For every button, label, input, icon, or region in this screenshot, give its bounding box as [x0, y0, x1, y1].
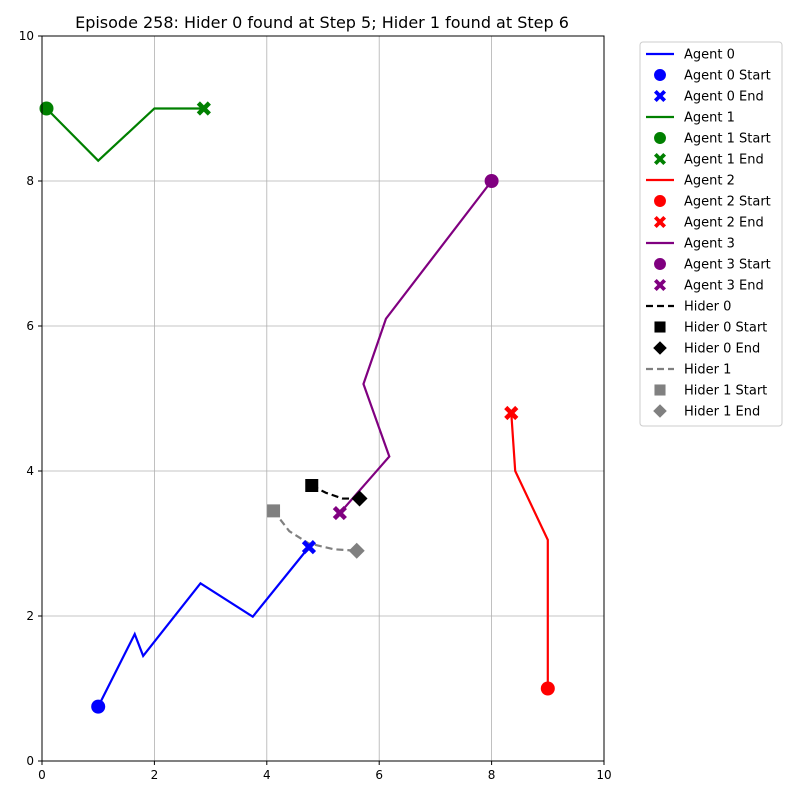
hider-1-end-marker — [348, 542, 365, 559]
agent-0-end-marker-stroke — [301, 540, 317, 555]
legend: Agent 0 Agent 0 Start Agent 0 End Agent 1 Ag… — [639, 41, 783, 427]
legend-entry: Agent 3 Start — [654, 258, 771, 273]
legend-entry: Hider 1 End — [653, 404, 760, 420]
legend-swatch-agent-3-end-stroke — [653, 278, 667, 292]
legend-swatch-agent-2-end-stroke — [653, 215, 667, 229]
agent-1-end-marker — [196, 101, 211, 116]
agent-3-start-marker — [484, 174, 499, 188]
legend-label: Hider 1 Start — [684, 384, 767, 399]
legend-label: Agent 1 End — [684, 153, 764, 168]
agent-2-path — [510, 412, 549, 689]
legend-entry: Hider 0 — [646, 300, 731, 315]
y-tick-label: 4 — [26, 464, 34, 478]
agent-2-end-marker — [504, 405, 519, 421]
x-tick-label: 6 — [375, 768, 383, 782]
legend-label: Hider 1 — [684, 363, 731, 378]
legend-label: Hider 1 End — [684, 405, 760, 420]
plot-frame — [41, 35, 605, 762]
y-tick-label: 6 — [26, 319, 34, 333]
x-tick-label: 10 — [596, 768, 611, 782]
x-tick-label: 4 — [263, 768, 271, 782]
legend-entry: Hider 0 End — [653, 341, 760, 357]
agent-1-end-marker-stroke — [196, 101, 211, 116]
agent-2-end-marker-stroke — [504, 405, 519, 421]
legend-swatch-hider-1-end — [653, 404, 667, 418]
legend-entry: Agent 1 Start — [654, 132, 771, 147]
agent-2-start-marker — [540, 681, 555, 696]
legend-entry: Agent 3 — [646, 237, 735, 252]
legend-swatch-agent-1-start — [654, 132, 666, 144]
hider-1-start-marker — [267, 504, 281, 518]
legend-entry: Agent 0 — [646, 48, 735, 63]
legend-entry: Agent 1 — [646, 111, 735, 126]
legend-label: Agent 0 — [684, 48, 735, 63]
legend-swatch-agent-0-end-stroke — [653, 89, 667, 103]
legend-label: Agent 1 Start — [684, 132, 771, 147]
legend-swatch-agent-0-end — [653, 89, 667, 103]
legend-box — [639, 41, 783, 427]
y-tick-label: 0 — [26, 754, 34, 768]
legend-entry: Agent 2 — [646, 174, 735, 189]
x-tick-label: 0 — [38, 768, 46, 782]
legend-entry: Agent 3 End — [653, 278, 764, 294]
legend-swatch-agent-0-start — [654, 69, 666, 81]
legend-label: Agent 2 — [684, 174, 735, 189]
agent-3-path — [339, 180, 493, 514]
legend-label: Agent 1 — [684, 111, 735, 126]
hider-0-end-marker — [351, 490, 368, 507]
agent-0-path — [97, 546, 310, 708]
agent-0-start-marker — [91, 699, 106, 714]
legend-entry: Agent 0 Start — [654, 69, 771, 84]
legend-swatch-agent-3-start — [654, 258, 666, 270]
legend-swatch-hider-1-start — [654, 384, 666, 396]
chart-title: Episode 258: Hider 0 found at Step 5; Hi… — [75, 13, 569, 32]
axis-ticks: 0 2 4 6 8 10 0 2 4 6 8 10 — [19, 29, 612, 782]
legend-swatch-agent-1-end-stroke — [653, 152, 667, 166]
agent-1-start-marker — [39, 101, 54, 116]
legend-label: Hider 0 — [684, 300, 731, 315]
legend-label: Agent 2 Start — [684, 195, 771, 210]
legend-entry: Agent 2 End — [653, 215, 764, 231]
legend-label: Agent 0 Start — [684, 69, 771, 84]
hider-0-path — [311, 484, 360, 500]
legend-swatch-agent-3-end — [653, 278, 667, 292]
legend-label: Hider 0 End — [684, 342, 760, 357]
series-lines — [45, 107, 549, 708]
legend-entry: Hider 1 Start — [654, 384, 767, 399]
legend-swatch-hider-0-end — [653, 341, 667, 355]
legend-label: Agent 3 — [684, 237, 735, 252]
agent-0-end-marker — [301, 540, 317, 555]
legend-label: Agent 0 End — [684, 90, 764, 105]
legend-entry: Agent 1 End — [653, 152, 764, 168]
legend-label: Agent 3 End — [684, 279, 764, 294]
hider-0-start-marker — [305, 479, 319, 492]
x-tick-label: 8 — [488, 768, 496, 782]
agent-3-end-marker — [332, 505, 347, 521]
y-tick-label: 10 — [19, 29, 34, 43]
series-markers — [39, 101, 555, 714]
legend-entry: Agent 0 End — [653, 89, 764, 105]
hider-1-path — [272, 510, 357, 552]
x-tick-label: 2 — [151, 768, 159, 782]
legend-entry: Hider 0 Start — [654, 321, 767, 336]
legend-swatch-agent-2-end — [653, 215, 667, 229]
agent-3-end-marker-stroke — [332, 505, 347, 521]
agent-1-path — [45, 107, 204, 163]
legend-swatch-agent-1-end — [653, 152, 667, 166]
legend-label: Agent 3 Start — [684, 258, 771, 273]
legend-label: Agent 2 End — [684, 216, 764, 231]
legend-swatch-hider-0-start — [654, 321, 666, 333]
y-tick-label: 8 — [26, 174, 34, 188]
legend-swatch-agent-2-start — [654, 195, 666, 207]
y-tick-label: 2 — [26, 609, 34, 623]
legend-entry: Hider 1 — [646, 363, 731, 378]
legend-entry: Agent 2 Start — [654, 195, 771, 210]
legend-label: Hider 0 Start — [684, 321, 767, 336]
